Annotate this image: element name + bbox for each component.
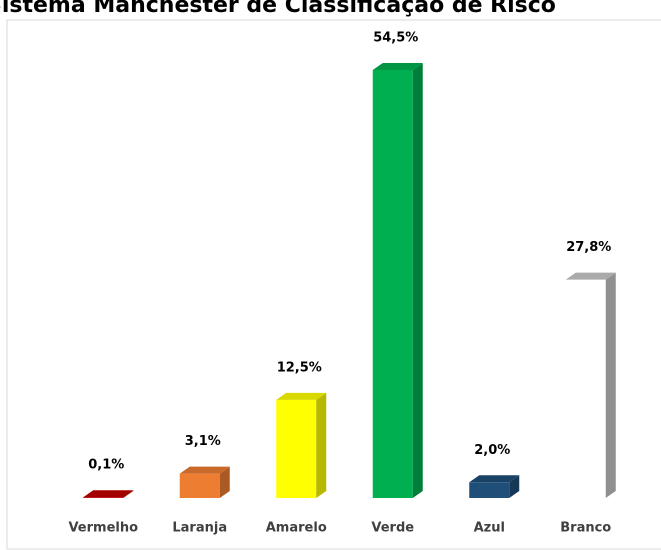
x-tick-label: Branco — [560, 521, 611, 536]
value-label: 2,0% — [474, 443, 510, 458]
value-label: 54,5% — [373, 31, 418, 46]
bar-side — [123, 490, 134, 498]
x-tick-label: Laranja — [172, 521, 227, 536]
bar-side — [509, 475, 520, 498]
bar — [565, 279, 606, 498]
bar — [276, 399, 317, 498]
value-label: 0,1% — [88, 458, 124, 473]
bar — [469, 482, 510, 498]
bar-top — [83, 490, 134, 498]
bar-side — [605, 272, 616, 498]
chart-title: Sistema Manchester de Classificação de R… — [0, 0, 556, 18]
value-label: 3,1% — [185, 434, 221, 449]
bar-side — [316, 392, 327, 498]
x-tick-label: Azul — [474, 521, 505, 536]
bar — [83, 497, 124, 498]
bar-top — [276, 392, 327, 400]
bar-side — [219, 466, 230, 498]
bar — [179, 473, 220, 498]
bar-top — [565, 272, 616, 280]
bar-top — [469, 475, 520, 483]
chart-frame — [6, 19, 661, 550]
bar — [372, 70, 413, 498]
bar-top — [179, 466, 230, 474]
x-tick-label: Amarelo — [266, 521, 327, 536]
bar-side — [412, 63, 423, 498]
bar-top — [372, 63, 423, 70]
x-tick-label: Vermelho — [68, 521, 138, 536]
x-tick-label: Verde — [371, 521, 414, 536]
value-label: 12,5% — [277, 360, 322, 375]
value-label: 27,8% — [566, 240, 611, 255]
